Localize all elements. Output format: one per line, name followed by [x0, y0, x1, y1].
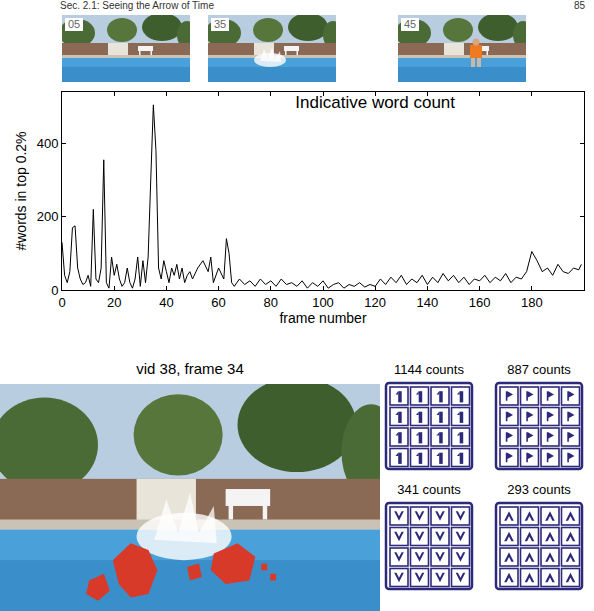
svg-text:20: 20 [107, 295, 121, 310]
html-text:341 counts: 341 counts [397, 482, 461, 497]
svg-text:40: 40 [159, 295, 173, 310]
svg-text:0: 0 [58, 295, 65, 310]
svg-text:80: 80 [264, 295, 278, 310]
svg-text:60: 60 [211, 295, 225, 310]
html-text:887 counts: 887 counts [507, 362, 571, 377]
svg-text:400: 400 [37, 136, 59, 151]
svg-text:frame number: frame number [279, 310, 366, 326]
html-text:293 counts: 293 counts [507, 482, 571, 497]
html-text:Sec. 2.1: Seeing the Arrow of: Sec. 2.1: Seeing the Arrow of Time [60, 0, 214, 11]
svg-text:180: 180 [521, 295, 543, 310]
svg-text:200: 200 [37, 209, 59, 224]
html-text:vid 38, frame 34: vid 38, frame 34 [136, 360, 244, 377]
html-text:35: 35 [214, 18, 227, 30]
html-text:85: 85 [573, 0, 585, 11]
svg-text:0: 0 [51, 283, 58, 298]
svg-text:160: 160 [469, 295, 491, 310]
svg-text:Indicative word count: Indicative word count [295, 93, 455, 112]
html-text:45: 45 [404, 18, 417, 30]
svg-text:#words in top 0.2%: #words in top 0.2% [13, 131, 29, 250]
svg-text:120: 120 [364, 295, 386, 310]
html-text:1144 counts: 1144 counts [394, 362, 464, 377]
html-text:05: 05 [68, 18, 81, 30]
svg-text:140: 140 [417, 295, 439, 310]
svg-text:100: 100 [312, 295, 334, 310]
